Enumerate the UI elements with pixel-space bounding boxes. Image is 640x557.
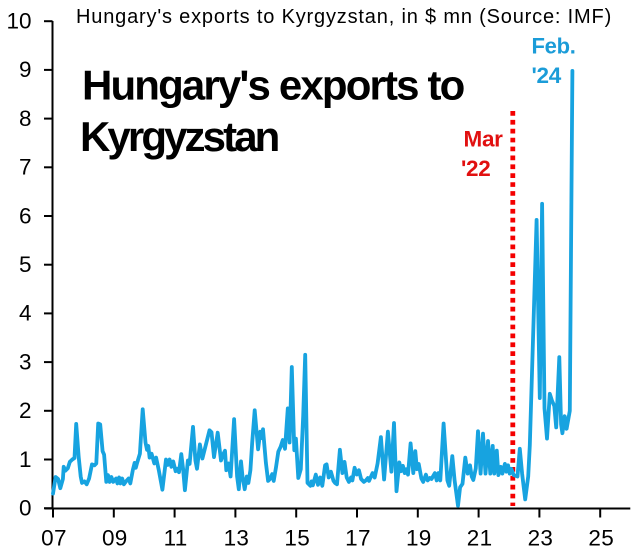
svg-text:07: 07	[41, 526, 67, 551]
svg-text:09: 09	[102, 526, 128, 551]
svg-text:10: 10	[6, 9, 31, 34]
svg-text:Kyrgyzstan: Kyrgyzstan	[80, 113, 279, 160]
svg-text:Hungary's exports to Kyrgyzsta: Hungary's exports to Kyrgyzstan, in $ mn…	[76, 6, 612, 28]
svg-text:8: 8	[19, 106, 32, 131]
svg-text:11: 11	[164, 526, 188, 551]
svg-text:'22: '22	[461, 156, 490, 181]
svg-text:4: 4	[19, 301, 32, 326]
svg-text:2: 2	[19, 398, 32, 423]
svg-text:19: 19	[406, 526, 432, 551]
svg-text:25: 25	[588, 526, 614, 551]
svg-text:0: 0	[19, 496, 32, 521]
svg-text:21: 21	[467, 526, 493, 551]
svg-text:17: 17	[345, 526, 371, 551]
svg-text:3: 3	[19, 349, 32, 374]
svg-text:6: 6	[19, 203, 32, 228]
svg-text:Hungary's exports to: Hungary's exports to	[82, 62, 465, 109]
svg-text:Mar: Mar	[464, 127, 504, 152]
svg-text:1: 1	[19, 447, 32, 472]
svg-text:'24: '24	[532, 63, 562, 88]
svg-text:Feb.: Feb.	[532, 33, 576, 58]
svg-text:9: 9	[19, 57, 32, 82]
svg-text:5: 5	[19, 252, 32, 277]
svg-text:15: 15	[284, 526, 310, 551]
svg-text:7: 7	[19, 155, 32, 180]
svg-text:13: 13	[224, 526, 250, 551]
svg-text:23: 23	[528, 526, 554, 551]
